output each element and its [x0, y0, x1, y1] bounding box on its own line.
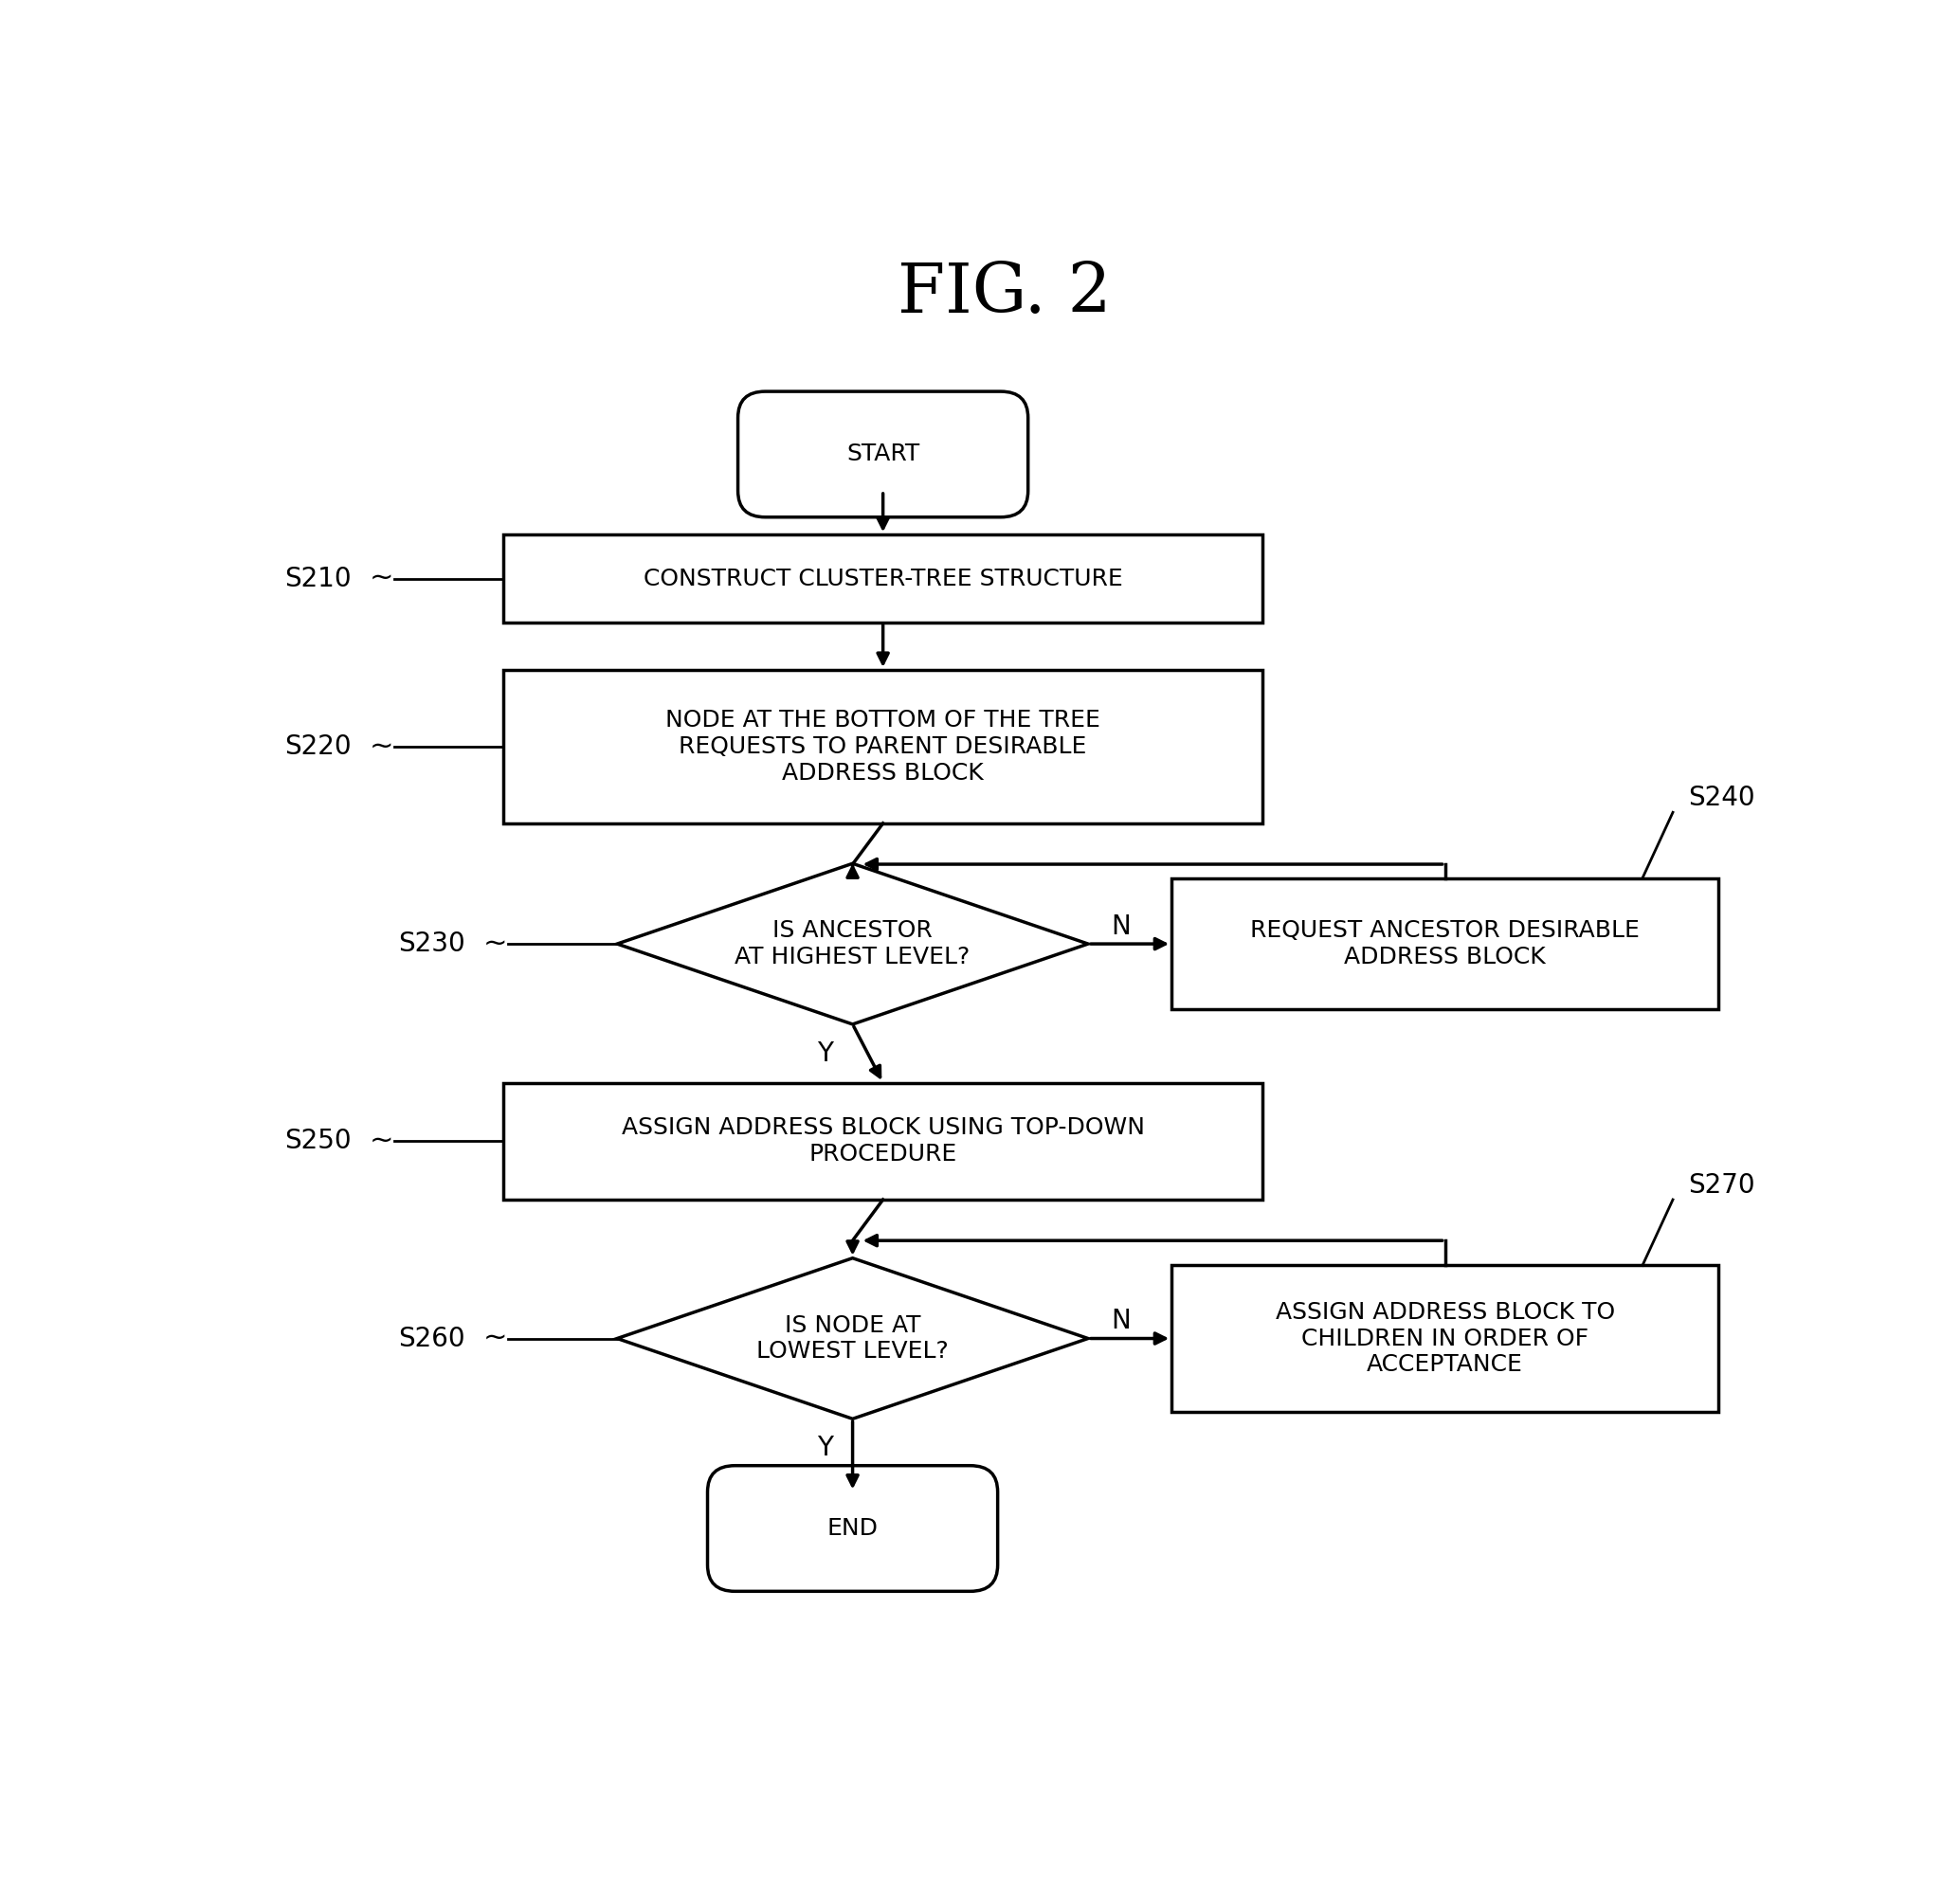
Text: IS NODE AT
LOWEST LEVEL?: IS NODE AT LOWEST LEVEL? [757, 1313, 949, 1363]
Text: FIG. 2: FIG. 2 [898, 260, 1111, 326]
Text: CONSTRUCT CLUSTER-TREE STRUCTURE: CONSTRUCT CLUSTER-TREE STRUCTURE [643, 568, 1123, 590]
Text: Y: Y [817, 1040, 833, 1067]
Text: S230: S230 [398, 930, 465, 957]
Bar [504, 1082, 1262, 1200]
Text: ~: ~ [484, 930, 508, 958]
Bar [1172, 879, 1719, 1010]
Text: END: END [827, 1517, 878, 1539]
Text: ~: ~ [370, 1127, 394, 1154]
FancyBboxPatch shape [708, 1465, 998, 1591]
Text: ASSIGN ADDRESS BLOCK TO
CHILDREN IN ORDER OF
ACCEPTANCE: ASSIGN ADDRESS BLOCK TO CHILDREN IN ORDE… [1276, 1300, 1615, 1376]
Text: ASSIGN ADDRESS BLOCK USING TOP-DOWN
PROCEDURE: ASSIGN ADDRESS BLOCK USING TOP-DOWN PROC… [621, 1116, 1145, 1165]
Text: S250: S250 [284, 1127, 351, 1154]
Text: ~: ~ [370, 733, 394, 761]
Text: Y: Y [817, 1435, 833, 1461]
FancyBboxPatch shape [737, 391, 1029, 516]
Text: S240: S240 [1688, 784, 1754, 810]
Text: NODE AT THE BOTTOM OF THE TREE
REQUESTS TO PARENT DESIRABLE
ADDRESS BLOCK: NODE AT THE BOTTOM OF THE TREE REQUESTS … [666, 708, 1100, 784]
Bar [504, 670, 1262, 824]
Text: IS ANCESTOR
AT HIGHEST LEVEL?: IS ANCESTOR AT HIGHEST LEVEL? [735, 919, 970, 968]
Text: START: START [847, 442, 919, 465]
Bar [1172, 1266, 1719, 1412]
Polygon shape [617, 864, 1088, 1025]
Text: S220: S220 [284, 733, 351, 759]
Text: N: N [1111, 1308, 1131, 1334]
Text: ~: ~ [484, 1325, 508, 1351]
Text: S270: S270 [1688, 1171, 1754, 1198]
Polygon shape [617, 1258, 1088, 1420]
Text: REQUEST ANCESTOR DESIRABLE
ADDRESS BLOCK: REQUEST ANCESTOR DESIRABLE ADDRESS BLOCK [1250, 919, 1641, 968]
Text: N: N [1111, 913, 1131, 940]
Bar [504, 535, 1262, 623]
Text: ~: ~ [370, 566, 394, 592]
Text: S260: S260 [398, 1325, 465, 1351]
Text: S210: S210 [284, 566, 351, 592]
